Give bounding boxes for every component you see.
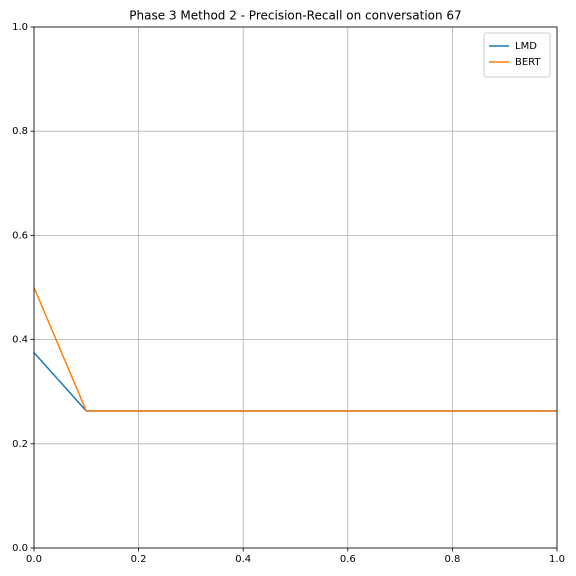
legend-box (483, 32, 551, 78)
y-tick-label: 0.6 (12, 230, 28, 241)
x-tick-label: 0.2 (131, 554, 147, 565)
y-tick-label: 1.0 (12, 22, 28, 33)
y-tick-label: 0.8 (12, 126, 28, 137)
x-tick-label: 0.4 (235, 554, 251, 565)
x-tick-label: 0.8 (444, 554, 460, 565)
x-tick-label: 1.0 (549, 554, 565, 565)
plot-frame (33, 26, 558, 549)
line-series (33, 287, 557, 412)
y-tick-label: 0.0 (12, 543, 28, 554)
x-tick-label: 0.6 (340, 554, 356, 565)
y-tick-label: 0.4 (12, 335, 28, 346)
legend-label: BERT (515, 57, 541, 68)
legend-label: LMD (515, 41, 537, 52)
y-tick-label: 0.2 (12, 439, 28, 450)
chart-title: Phase 3 Method 2 - Precision-Recall on c… (129, 9, 461, 23)
x-tick-label: 0.0 (26, 554, 42, 565)
